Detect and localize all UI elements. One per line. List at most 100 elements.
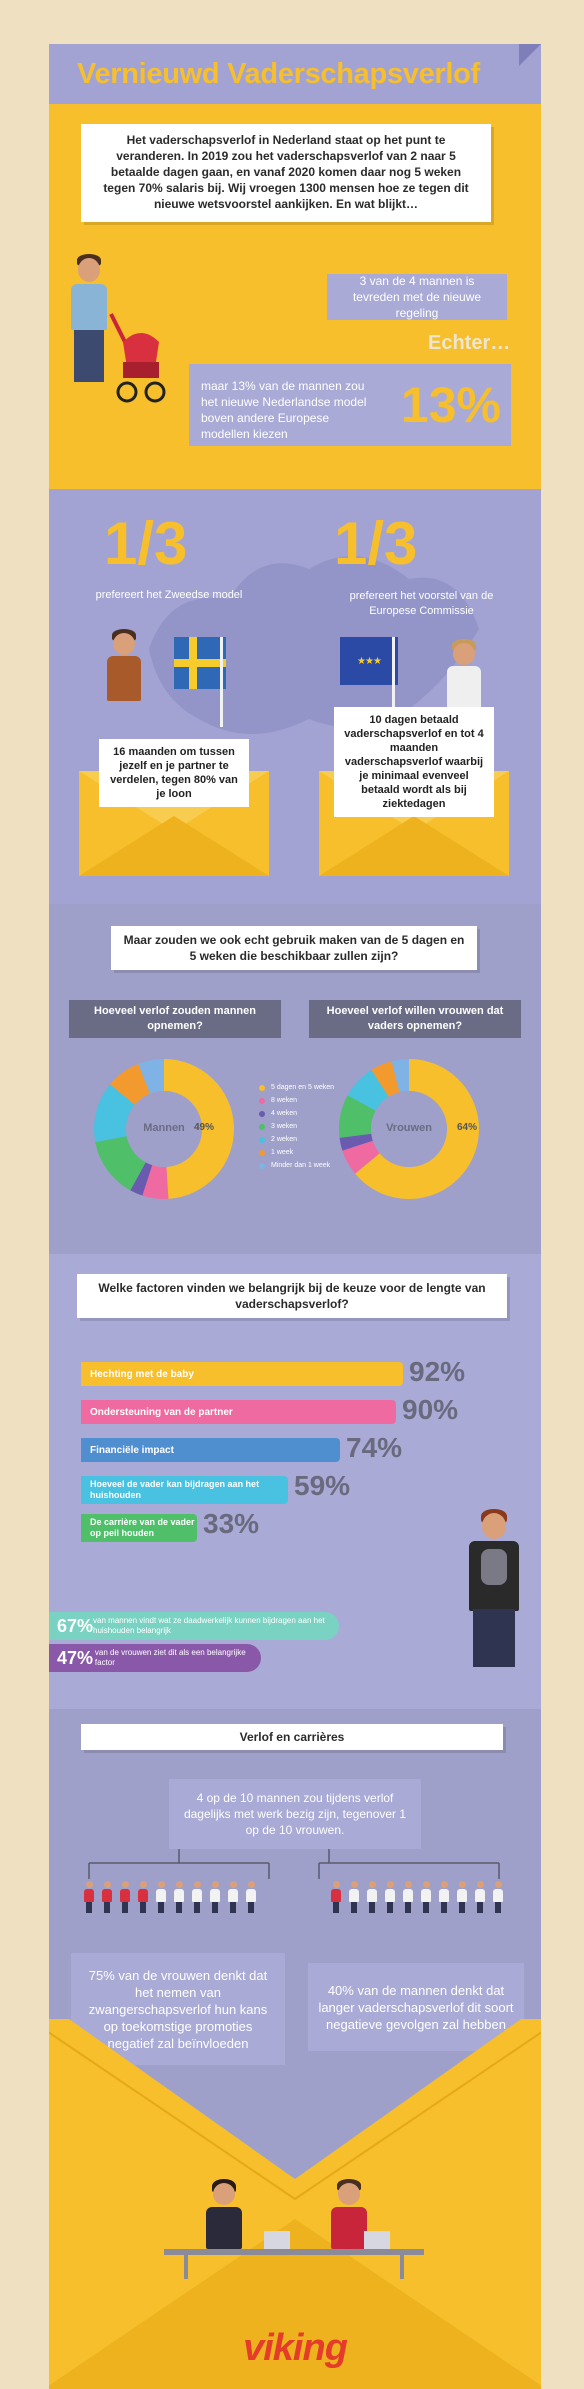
men-donut-slice: [138, 1059, 164, 1094]
factor-percentage: 92%: [409, 1356, 466, 1387]
prefer-percentage: 13%: [400, 377, 501, 433]
factor-bar: Ondersteuning van de partner: [81, 1400, 396, 1424]
factor-percentage: 90%: [402, 1394, 459, 1425]
man-figure: [174, 1881, 184, 1913]
prefer-box: maar 13% van de mannen zou het nieuwe Ne…: [189, 364, 511, 446]
swedish-label: prefereert het Zweedse model: [95, 589, 243, 601]
corner-fold: [519, 44, 541, 66]
legend-item: Minder dan 1 week: [259, 1162, 349, 1169]
man-figure: [120, 1881, 130, 1913]
career-title: Verlof en carrières: [81, 1724, 503, 1750]
legend-dot-icon: [259, 1149, 265, 1156]
viking-logo: viking: [243, 2327, 348, 2369]
women-donut-hole: [371, 1091, 447, 1167]
factor-percentage: 33%: [203, 1508, 260, 1539]
men-household-pct: 67%: [57, 1615, 94, 1636]
women-donut-slice: [371, 1061, 400, 1097]
man-figure: [138, 1881, 148, 1913]
women-donut-slice: [339, 1133, 373, 1151]
women-donut-pct: 64%: [457, 1122, 478, 1133]
swedish-flag-icon: [174, 637, 226, 689]
legend-item: 8 weken: [259, 1097, 349, 1104]
legend-label: 5 dagen en 5 weken: [271, 1084, 335, 1091]
woman-figure: [457, 1881, 467, 1913]
man-figure: [192, 1881, 202, 1913]
women-household-pill: 47% van de vrouwen ziet dit als een bela…: [49, 1644, 261, 1672]
men-donut-chart: [94, 1059, 235, 1199]
father-babycarrier-illustration: [459, 1509, 529, 1669]
europe-map-illustration: [149, 556, 479, 734]
women-household-pct: 47%: [57, 1647, 94, 1668]
swedish-flag-pole: [220, 637, 223, 727]
women-donut-slice: [339, 1095, 376, 1138]
men-donut-slice: [130, 1162, 153, 1196]
legend-label: 1 week: [271, 1149, 294, 1156]
legend-item: 1 week: [259, 1149, 349, 1156]
ten-men-illustration: [84, 1881, 284, 1921]
donut-legend: 5 dagen en 5 weken 8 weken 4 weken 3 weken 2…: [259, 1084, 349, 1175]
legend-dot-icon: [259, 1136, 265, 1143]
career-section: Verlof en carrières 4 op de 10 mannen zo…: [49, 1709, 541, 2389]
swedish-letter: 16 maanden om tussen jezelf en je partne…: [99, 739, 249, 807]
swedish-fraction: 1/3: [104, 510, 188, 577]
four-men-illustration: [184, 254, 284, 322]
work-during-leave-stat: 4 op de 10 mannen zou tijdens verlof dag…: [169, 1779, 421, 1849]
men-donut-slice: [164, 1059, 235, 1199]
legend-item: 4 weken: [259, 1110, 349, 1117]
usage-section: Maar zouden we ook echt gebruik maken va…: [49, 904, 541, 1254]
men-donut-label: Mannen: [143, 1122, 185, 1134]
intro-text: Het vaderschapsverlof in Nederland staat…: [81, 124, 491, 222]
factors-question: Welke factoren vinden we belangrijk bij …: [77, 1274, 507, 1318]
women-question: Hoeveel verlof willen vrouwen dat vaders…: [309, 1000, 521, 1038]
woman-figure: [421, 1881, 431, 1913]
legend-item: 3 weken: [259, 1123, 349, 1130]
men-donut-hole: [126, 1091, 202, 1167]
legend-item: 5 dagen en 5 weken: [259, 1084, 349, 1091]
woman-figure: [493, 1881, 503, 1913]
connector-lines: [88, 1849, 500, 1879]
men-donut-pct: 49%: [194, 1122, 215, 1133]
legend-dot-icon: [259, 1162, 265, 1169]
eu-flag-pole: [392, 637, 395, 717]
men-consequence-stat: 40% van de mannen denkt dat langer vader…: [308, 1963, 524, 2051]
women-donut-slice: [347, 1069, 389, 1111]
man-blond-illustration: [444, 639, 484, 719]
factor-bar: Financiële impact: [81, 1438, 340, 1462]
desk-scene-illustration: [164, 2179, 424, 2279]
man-figure: [210, 1881, 220, 1913]
woman-figure: [475, 1881, 485, 1913]
legend-dot-icon: [259, 1123, 265, 1130]
men-donut-slice: [94, 1084, 135, 1143]
legend-dot-icon: [259, 1084, 265, 1091]
factor-percentage: 59%: [294, 1470, 351, 1501]
but-label: Echter…: [428, 332, 511, 354]
usage-question: Maar zouden we ook echt gebruik maken va…: [111, 926, 477, 970]
women-donut-slice: [391, 1059, 409, 1093]
eu-label: prefereert het voorstel van de Europese …: [349, 590, 494, 617]
women-donut-slice: [342, 1140, 380, 1174]
men-donut-slice: [142, 1165, 169, 1199]
man-figure: [156, 1881, 166, 1913]
page-title: Vernieuwd Vaderschapsverlof: [77, 58, 480, 90]
man-figure: [102, 1881, 112, 1913]
eu-fraction: 1/3: [334, 510, 418, 577]
ten-women-illustration: [331, 1881, 531, 1921]
men-question: Hoeveel verlof zouden mannen opnemen?: [69, 1000, 281, 1038]
models-section: 1/3 prefereert het Zweedse model 1/3 pre…: [49, 489, 541, 904]
legend-dot-icon: [259, 1097, 265, 1104]
title-section: Vernieuwd Vaderschapsverlof: [49, 44, 541, 104]
men-donut-slice: [110, 1063, 151, 1105]
factor-percentage: 74%: [346, 1432, 403, 1463]
infographic: Vernieuwd Vaderschapsverlof Het vadersch…: [49, 44, 541, 2389]
legend-label: Minder dan 1 week: [271, 1162, 331, 1169]
man-figure: [246, 1881, 256, 1913]
factor-bar: De carrière van de vader op peil houden: [81, 1514, 197, 1542]
factors-section: Welke factoren vinden we belangrijk bij …: [49, 1254, 541, 1709]
eu-flag-icon: ★★★: [340, 637, 398, 685]
woman-figure: [385, 1881, 395, 1913]
legend-label: 4 weken: [271, 1110, 298, 1117]
woman-figure: [349, 1881, 359, 1913]
father-stroller-illustration: [57, 254, 167, 404]
eu-letter: 10 dagen betaald vaderschapsverlof en to…: [334, 707, 494, 817]
women-donut-slice: [355, 1059, 479, 1199]
